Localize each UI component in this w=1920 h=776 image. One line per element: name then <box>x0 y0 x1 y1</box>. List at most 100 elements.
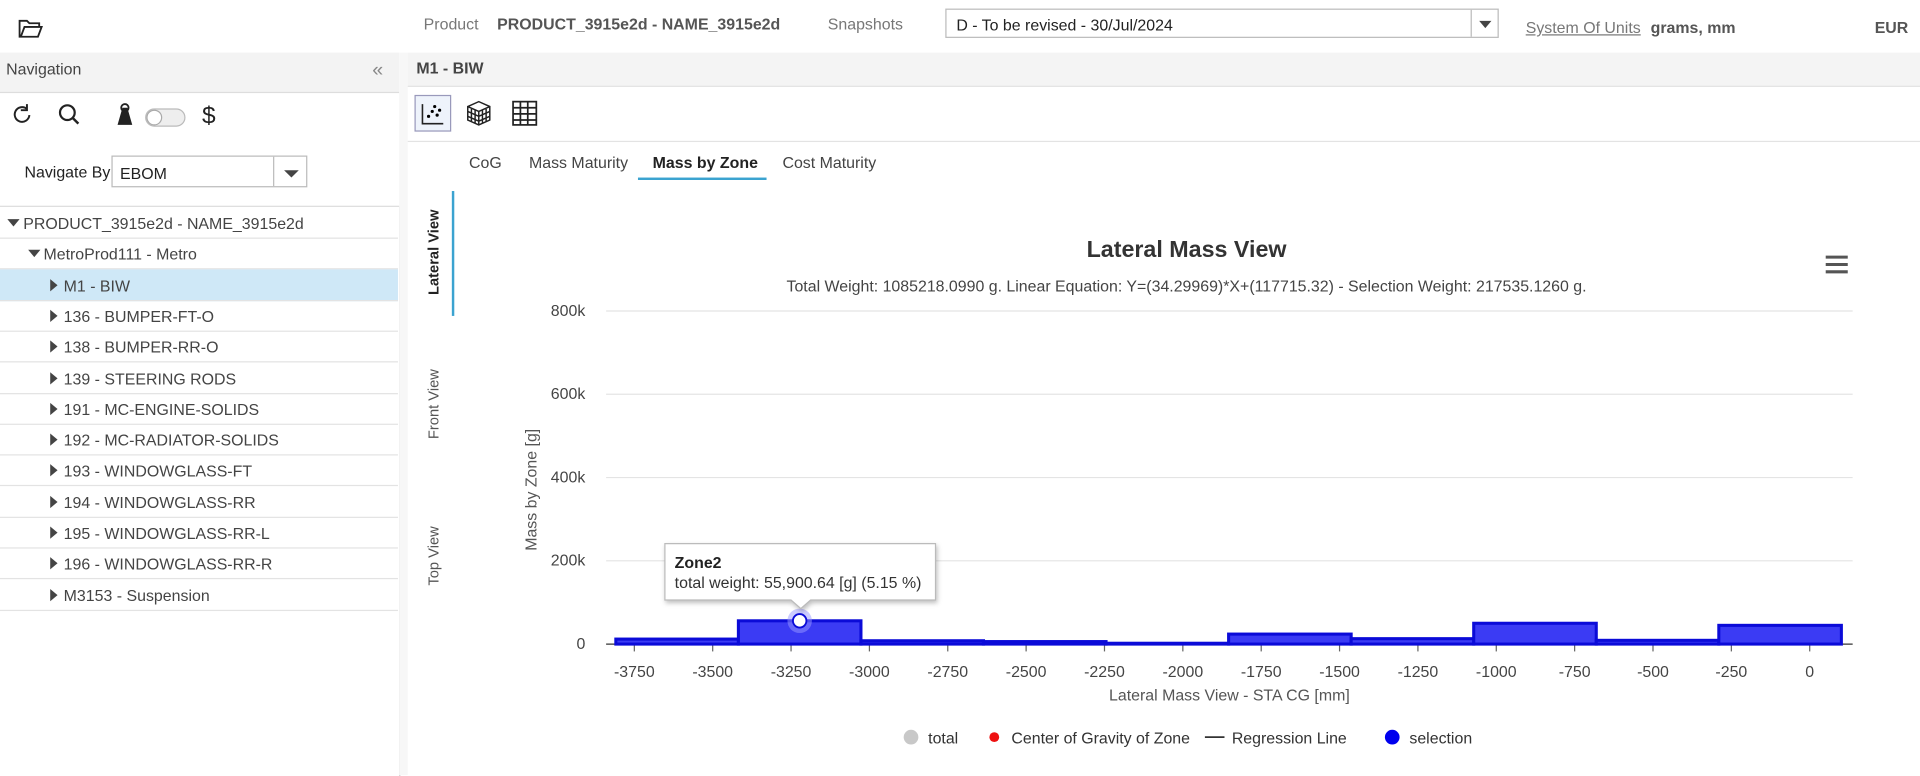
expand-arrow[interactable] <box>27 250 40 258</box>
x-tick-label: -1000 <box>1476 664 1517 681</box>
3d-view-button[interactable] <box>467 100 491 126</box>
legend-label[interactable]: Center of Gravity of Zone <box>1011 730 1190 747</box>
navigate-by-select[interactable]: EBOM <box>111 155 308 188</box>
legend-label[interactable]: total <box>928 730 958 747</box>
chart-menu[interactable] <box>1825 255 1848 274</box>
tree-row[interactable]: 136 - BUMPER-FT-O <box>0 300 398 332</box>
tree-row[interactable]: M1 - BIW <box>0 268 398 301</box>
expand-arrow[interactable] <box>50 340 58 353</box>
expand-arrow[interactable] <box>50 557 58 570</box>
tree-label: 136 - BUMPER-FT-O <box>63 307 215 326</box>
tab[interactable]: Mass by Zone <box>652 153 758 172</box>
x-tick-label: -2500 <box>1006 664 1047 681</box>
tree-label: M1 - BIW <box>63 276 131 295</box>
expand-arrow[interactable] <box>50 526 58 539</box>
view-tab[interactable]: Top View <box>424 526 443 586</box>
tree-row[interactable]: MetroProd111 - Metro <box>0 238 398 270</box>
y-axis-title: Mass by Zone [g] <box>523 429 540 551</box>
tree-row[interactable]: 138 - BUMPER-RR-O <box>0 331 398 363</box>
x-tick-label: -3750 <box>614 664 655 681</box>
tree-row[interactable]: 193 - WINDOWGLASS-FT <box>0 455 398 487</box>
view-tab[interactable]: Front View <box>424 369 443 440</box>
expand-arrow[interactable] <box>50 495 58 508</box>
tree-label: 138 - BUMPER-RR-O <box>63 338 219 357</box>
bar[interactable] <box>859 639 986 646</box>
tree-label: M3153 - Suspension <box>63 586 210 605</box>
tree-label: 196 - WINDOWGLASS-RR-R <box>63 555 273 574</box>
x-tick-label: -750 <box>1559 664 1591 681</box>
tree-row[interactable]: M3153 - Suspension <box>0 579 398 611</box>
scatter-view-button[interactable] <box>414 94 452 132</box>
splitter[interactable] <box>399 52 408 776</box>
view-tab[interactable]: Lateral View <box>424 209 443 295</box>
bar[interactable] <box>1349 637 1476 646</box>
bar[interactable] <box>1594 638 1721 646</box>
snapshot-select[interactable]: D - To be revised - 30/Jul/2024 <box>945 8 1499 38</box>
tree-label: 193 - WINDOWGLASS-FT <box>63 462 253 481</box>
expand-arrow[interactable] <box>50 371 58 384</box>
x-tick-label: -2750 <box>927 664 968 681</box>
search-icon[interactable] <box>58 104 76 122</box>
product-label: Product <box>423 14 479 34</box>
tree-row[interactable]: 191 - MC-ENGINE-SOLIDS <box>0 393 398 425</box>
currency-icon[interactable]: $ <box>202 103 216 130</box>
refresh-icon[interactable] <box>13 106 31 123</box>
tree-row[interactable]: 195 - WINDOWGLASS-RR-L <box>0 517 398 549</box>
tree-row[interactable]: 196 - WINDOWGLASS-RR-R <box>0 548 398 580</box>
tree-label: 139 - STEERING RODS <box>63 369 237 388</box>
tree-row[interactable]: PRODUCT_3915e2d - NAME_3915e2d <box>0 207 398 239</box>
tree-label: 191 - MC-ENGINE-SOLIDS <box>63 400 260 419</box>
legend-label[interactable]: selection <box>1409 730 1472 747</box>
x-tick-label: -2000 <box>1162 664 1203 681</box>
y-tick-label: 400k <box>551 469 586 486</box>
expand-arrow[interactable] <box>50 588 58 601</box>
legend-label[interactable]: Regression Line <box>1232 730 1347 747</box>
panel-title: M1 - BIW <box>416 58 484 78</box>
x-tick-label: -2250 <box>1084 664 1125 681</box>
x-tick-label: -1500 <box>1319 664 1360 681</box>
bar[interactable] <box>1104 641 1231 646</box>
y-tick-label: 0 <box>576 636 585 653</box>
x-tick-label: -3500 <box>692 664 733 681</box>
bar[interactable] <box>614 637 740 646</box>
bar[interactable] <box>1227 632 1353 646</box>
expand-arrow[interactable] <box>50 309 58 322</box>
bar[interactable] <box>1717 623 1843 646</box>
legend-symbol <box>989 732 1000 743</box>
tree: PRODUCT_3915e2d - NAME_3915e2d MetroProd1… <box>0 205 401 776</box>
snapshot-value: D - To be revised - 30/Jul/2024 <box>956 15 1173 35</box>
units-value: grams, mm <box>1650 18 1736 37</box>
table-view-button[interactable] <box>512 100 538 126</box>
x-tick-label: -1750 <box>1241 664 1282 681</box>
tree-row[interactable]: 194 - WINDOWGLASS-RR <box>0 486 398 518</box>
selected-point[interactable] <box>792 613 808 629</box>
tree-label: 195 - WINDOWGLASS-RR-L <box>63 524 270 543</box>
weight-icon[interactable] <box>117 107 133 125</box>
view-tab-indicator <box>451 191 455 316</box>
tab[interactable]: CoG <box>468 153 502 172</box>
expand-arrow[interactable] <box>50 278 58 291</box>
navigate-by-label: Navigate By <box>24 162 111 182</box>
bar[interactable] <box>981 640 1108 646</box>
expand-arrow[interactable] <box>50 433 58 446</box>
open-folder-icon[interactable] <box>17 16 44 40</box>
tooltip-title: Zone2 <box>675 555 722 572</box>
bar[interactable] <box>1472 621 1598 646</box>
tab[interactable]: Cost Maturity <box>782 153 877 172</box>
view-toolbar <box>414 94 538 132</box>
tooltip-text: total weight: 55,900.64 [g] (5.15 %) <box>675 575 922 592</box>
expand-arrow[interactable] <box>50 464 58 477</box>
tabs: CoG Mass Maturity Mass by Zone Cost Maturit… <box>408 142 898 184</box>
expand-arrow[interactable] <box>50 402 58 415</box>
tree-label: PRODUCT_3915e2d - NAME_3915e2d <box>23 214 304 233</box>
tree-label: MetroProd111 - Metro <box>43 245 197 264</box>
collapse-button[interactable]: « <box>372 60 384 81</box>
chart-subtitle: Total Weight: 1085218.0990 g. Linear Equ… <box>787 278 1587 295</box>
currency: EUR <box>1874 18 1909 37</box>
units-link[interactable]: System Of Units <box>1525 18 1641 37</box>
tree-row[interactable]: 192 - MC-RADIATOR-SOLIDS <box>0 424 398 456</box>
expand-arrow[interactable] <box>7 219 20 227</box>
tab[interactable]: Mass Maturity <box>528 153 629 172</box>
tree-row[interactable]: 139 - STEERING RODS <box>0 362 398 394</box>
x-tick-label: -3250 <box>771 664 812 681</box>
